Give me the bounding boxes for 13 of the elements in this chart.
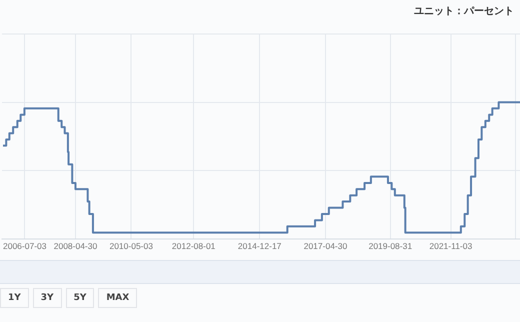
- x-tick-label: 2017-04-30: [304, 241, 348, 252]
- x-tick-label: 2006-07-03: [3, 241, 47, 252]
- text: 1Y: [0, 288, 29, 308]
- x-tick-label: 2021-11-03: [429, 241, 472, 252]
- text: 3Y: [32, 288, 62, 308]
- text: 5Y: [66, 288, 94, 308]
- x-tick-label: 2010-05-03: [109, 241, 154, 252]
- x-tick-label: 2019-08-31: [368, 241, 412, 252]
- x-tick-label: 2012-08-01: [172, 241, 216, 252]
- x-tick-label: 2014-12-17: [238, 241, 282, 252]
- text: ユニット：パーセント: [414, 5, 514, 18]
- text: MAX: [98, 288, 138, 308]
- x-tick-label: 2008-04-30: [54, 241, 98, 252]
